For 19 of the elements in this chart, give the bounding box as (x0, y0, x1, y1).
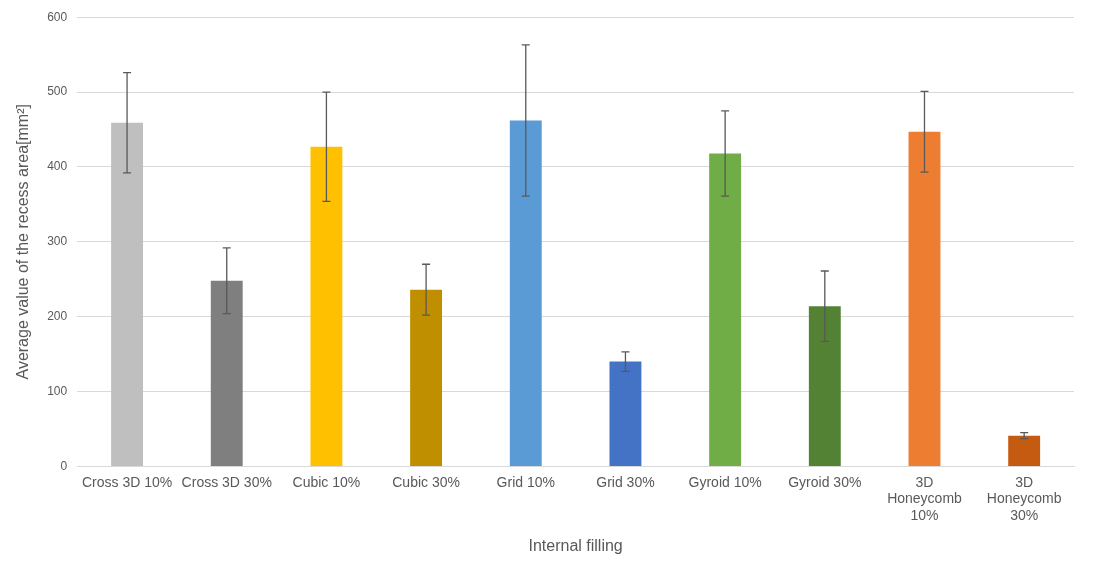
x-tick-label: Gyroid 10% (688, 473, 762, 490)
y-tick-label: 200 (47, 308, 68, 323)
y-axis-title: Average value of the recess area[mm²] (14, 104, 32, 380)
x-tick-label: Cross 3D 30% (181, 473, 272, 490)
x-tick-label: Cubic 10% (292, 473, 361, 490)
x-tick-label: 3D Honeycomb 10% (887, 473, 963, 524)
x-tick-label: Cross 3D 10% (81, 473, 173, 490)
y-tick-label: 500 (47, 84, 68, 99)
y-tick-label: 400 (47, 159, 68, 174)
x-tick-label: Grid 30% (596, 473, 655, 490)
y-tick-label: 600 (47, 9, 68, 24)
x-tick-label: Cubic 30% (392, 473, 460, 490)
x-axis-title: Internal filling (528, 536, 623, 554)
x-tick-label: 3D Honeycomb 30% (986, 473, 1062, 524)
y-tick-label: 300 (47, 234, 68, 249)
y-tick-label: 100 (47, 383, 68, 398)
x-tick-label: Gyroid 30% (788, 473, 862, 490)
y-tick-label: 0 (60, 458, 68, 473)
x-tick-label: Grid 10% (496, 473, 555, 490)
